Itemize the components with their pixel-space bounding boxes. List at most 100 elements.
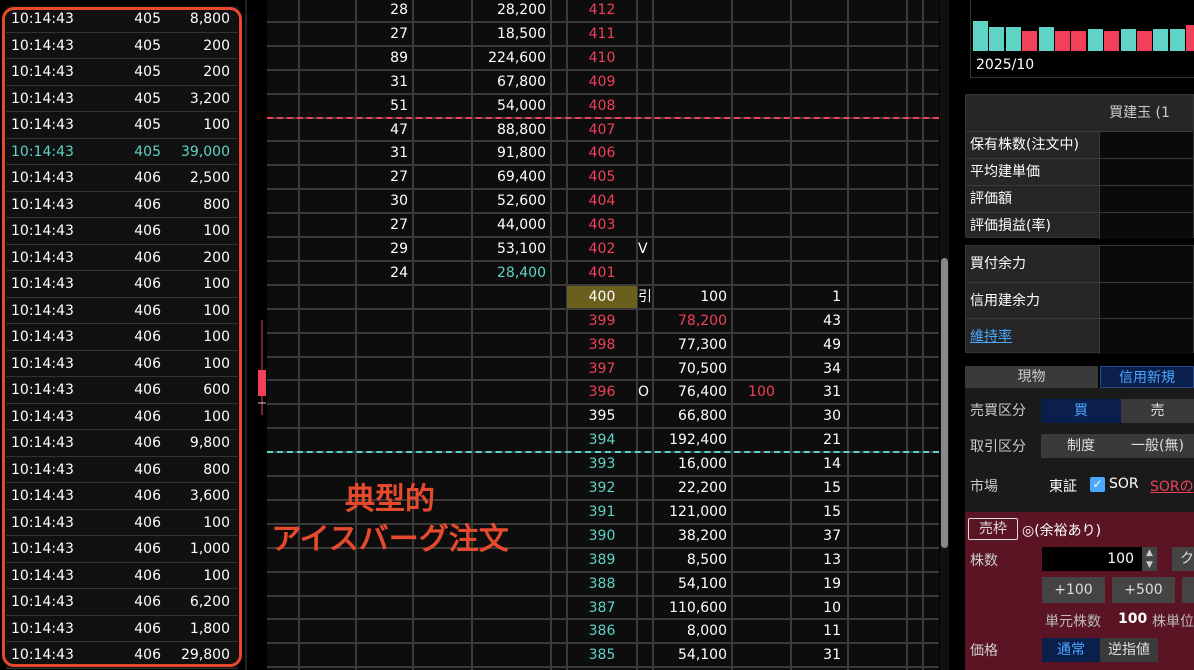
bid-quantity: 110,600	[669, 599, 727, 616]
tick-row: 10:14:43 406 2,500	[6, 165, 238, 192]
system-margin-button[interactable]: 制度	[1067, 438, 1095, 454]
ask-count: 27	[390, 169, 408, 186]
price: 402	[588, 241, 616, 257]
bid-quantity: 38,200	[678, 527, 727, 544]
grid-line	[267, 140, 939, 143]
price-label: 価格	[970, 643, 998, 659]
tick-volume: 3,200	[189, 90, 230, 107]
tab-cash[interactable]: 現物	[965, 366, 1098, 388]
tick-row: 10:14:43 406 100	[6, 324, 238, 351]
tick-row: 10:14:43 405 100	[6, 112, 238, 139]
mini-chart-bar	[1038, 27, 1054, 51]
tick-volume: 100	[203, 302, 230, 319]
price: 386	[588, 623, 616, 640]
tick-volume: 29,800	[181, 647, 230, 663]
tick-price: 406	[134, 170, 161, 186]
row-label: 評価損益(率)	[970, 218, 1051, 234]
tick-row: 10:14:43 405 200	[6, 59, 238, 86]
ask-count: 27	[390, 217, 408, 234]
row-label: 評価額	[970, 191, 1012, 207]
tick-volume: 3,600	[189, 488, 230, 504]
grid-line	[267, 403, 939, 406]
tick-price: 405	[134, 117, 161, 133]
plus500-button[interactable]: +500	[1112, 577, 1175, 603]
mini-chart-bar	[1120, 29, 1136, 51]
qty-extra-button[interactable]: ク	[1172, 547, 1194, 571]
sor-checkbox[interactable]: ✓	[1090, 477, 1105, 492]
tick-price: 406	[134, 329, 161, 345]
unit-value: 100	[1118, 611, 1148, 627]
grid-line	[267, 594, 939, 597]
tick-time: 10:14:43	[11, 514, 74, 531]
bid-count: 15	[823, 480, 841, 496]
tick-time: 10:14:43	[11, 196, 74, 213]
tick-price: 406	[134, 249, 161, 266]
sell-limit-button[interactable]: 売枠	[968, 518, 1018, 540]
right-panel: 2025/10 買建玉 (1 保有株数(注文中) 平均建単価 評価額 評価損益(…	[950, 0, 1194, 670]
sor-label: SOR	[1109, 476, 1139, 492]
tick-time: 10:14:43	[11, 11, 74, 27]
bid-quantity: 8,000	[686, 623, 727, 640]
stop-order-button[interactable]: 逆指値	[1100, 638, 1158, 662]
ask-count: 47	[390, 121, 408, 138]
tick-volume: 600	[203, 382, 230, 398]
ask-quantity: 18,500	[497, 25, 546, 42]
scrollbar-thumb[interactable]	[941, 258, 948, 548]
grid-line	[267, 283, 939, 286]
normal-order-button[interactable]: 通常	[1042, 638, 1100, 662]
ask-count: 28	[390, 2, 408, 18]
tick-volume: 200	[203, 249, 230, 266]
scrollbar[interactable]	[940, 0, 949, 670]
tick-price: 406	[134, 435, 161, 451]
trade-type-group	[1041, 434, 1194, 458]
tick-volume: 100	[203, 117, 230, 133]
tick-volume: 200	[203, 64, 230, 80]
tick-row: 10:14:43 405 200	[6, 32, 238, 59]
general-margin-button[interactable]: 一般(無)	[1131, 438, 1184, 454]
tick-price: 406	[134, 594, 161, 610]
maintenance-rate-link[interactable]: 維持率	[970, 329, 1012, 345]
ask-count: 27	[390, 25, 408, 42]
tick-volume: 800	[203, 461, 230, 478]
bid-count: 34	[823, 360, 841, 377]
tick-list: 10:14:43 405 8,800 10:14:43 405 200 10:14:43 40…	[0, 0, 245, 670]
tick-row: 10:14:43 406 100	[6, 218, 238, 245]
tick-row: 10:14:43 406 100	[6, 350, 238, 377]
plus100-button[interactable]: +100	[1042, 577, 1105, 603]
price: 403	[588, 217, 616, 234]
bid-count: 49	[823, 336, 841, 353]
position-row: 評価額	[966, 185, 1193, 212]
tick-row: 10:14:43 406 100	[6, 562, 238, 589]
mini-chart-bar	[989, 27, 1005, 51]
ask-count: 29	[390, 241, 408, 257]
bid-count: 43	[823, 312, 841, 329]
tick-volume: 100	[203, 567, 230, 584]
tick-time: 10:14:43	[11, 647, 74, 663]
tick-price: 406	[134, 382, 161, 398]
qty-stepper[interactable]: ▲ ▼	[1142, 547, 1157, 571]
bid-count: 19	[823, 575, 841, 592]
qty-input[interactable]: 100	[1042, 547, 1142, 571]
tick-price: 405	[134, 11, 161, 27]
tick-time: 10:14:43	[11, 302, 74, 319]
plus-more-button[interactable]	[1182, 577, 1194, 603]
buy-button[interactable]: 買	[1041, 399, 1121, 423]
sell-button[interactable]: 売	[1121, 399, 1194, 423]
sell-limit-status: ◎(余裕あり)	[1022, 523, 1102, 539]
ask-quantity: 54,000	[497, 97, 546, 114]
bid-count: 31	[823, 384, 841, 401]
sor-info-link[interactable]: SORの	[1150, 479, 1194, 495]
tick-time: 10:14:43	[11, 541, 74, 557]
ask-quantity: 88,800	[497, 121, 546, 138]
bid-quantity: 22,200	[678, 480, 727, 496]
tick-volume: 100	[203, 408, 230, 425]
ask-count: 89	[390, 49, 408, 66]
grid-line	[267, 522, 939, 525]
tick-price: 406	[134, 488, 161, 504]
tick-row: 10:14:43 406 6,200	[6, 589, 238, 616]
tick-price: 406	[134, 223, 161, 239]
tab-margin-new[interactable]: 信用新規	[1100, 366, 1194, 388]
bid-count: 21	[823, 432, 841, 449]
grid-line	[267, 212, 939, 215]
ask-quantity: 67,800	[497, 73, 546, 90]
